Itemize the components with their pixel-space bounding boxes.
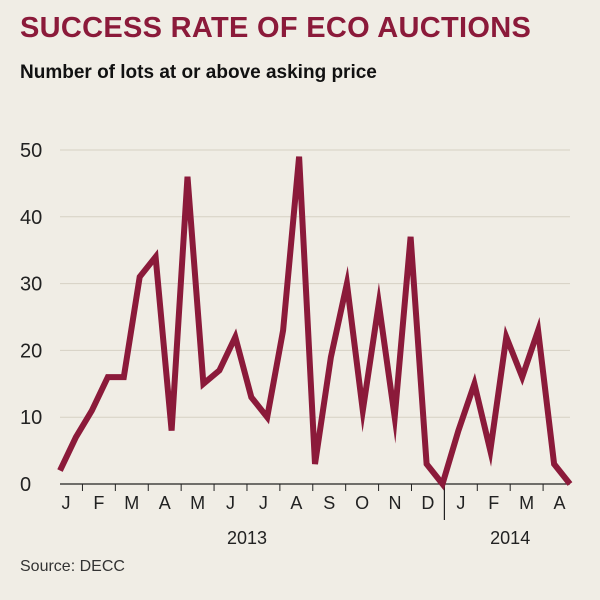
x-tick-label: J [259,493,268,513]
source-note: Source: DECC [20,558,125,575]
x-tick-label: D [421,493,434,513]
x-tick-label: M [190,493,205,513]
x-tick-label: A [159,493,171,513]
y-tick-label: 0 [20,474,31,496]
x-tick-label: F [93,493,104,513]
x-tick-label: A [290,493,302,513]
chart-title: SUCCESS RATE OF ECO AUCTIONS [20,12,532,44]
y-axis-ticks: 0 10 20 30 40 50 [20,140,42,496]
series-group [57,156,573,491]
x-tick-label: F [488,493,499,513]
x-tick-label: M [519,493,534,513]
x-tick-label: N [389,493,402,513]
y-tick-label: 40 [20,207,42,229]
x-tick-label: S [323,493,335,513]
year-label: 2014 [490,528,530,548]
x-tick-label: O [355,493,369,513]
x-tick-label: J [226,493,235,513]
y-tick-label: 20 [20,340,42,362]
x-tick-label: M [124,493,139,513]
y-tick-label: 50 [20,140,42,162]
series-line [57,156,573,491]
x-tick-label: A [554,493,566,513]
y-tick-label: 10 [20,407,42,429]
x-tick-label: J [456,493,465,513]
year-label: 2013 [227,528,267,548]
chart-subtitle: Number of lots at or above asking price [20,62,377,83]
y-tick-label: 30 [20,274,42,296]
x-tick-label: J [62,493,71,513]
